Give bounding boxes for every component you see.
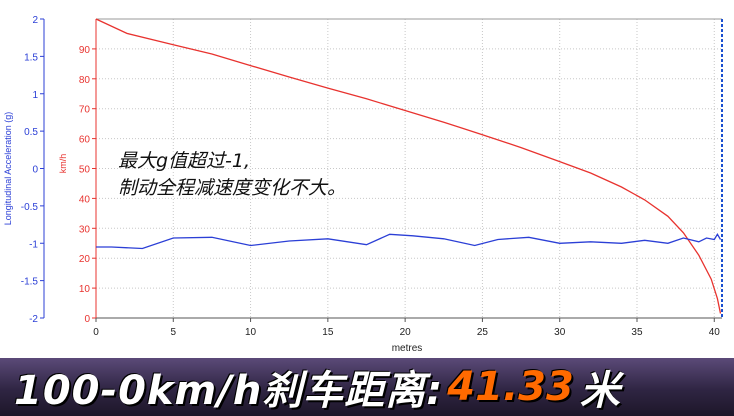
x-tick-label: 40 [709, 327, 721, 338]
accel-tick-label: 1.5 [24, 52, 38, 63]
speed-tick-label: 20 [79, 254, 91, 265]
x-tick-label: 35 [631, 327, 643, 338]
x-tick-label: 10 [245, 327, 257, 338]
annotation-line-1: 最大g值超过-1, [118, 150, 251, 172]
x-axis-title: metres [392, 343, 423, 354]
accel-tick-label: -0.5 [21, 202, 39, 213]
accel-series-line [96, 233, 722, 250]
speed-tick-label: 70 [79, 105, 91, 116]
x-tick-label: 15 [322, 327, 334, 338]
speed-axis-title: km/h [58, 154, 68, 174]
speed-tick-label: 50 [79, 165, 91, 176]
x-tick-label: 0 [93, 327, 99, 338]
banner-distance-value: 41.33 [447, 364, 574, 410]
accel-tick-label: -2 [29, 314, 38, 325]
speed-tick-label: 90 [79, 45, 91, 56]
banner-unit: 米 [579, 368, 620, 414]
x-tick-label: 5 [171, 327, 177, 338]
speed-tick-label: 40 [79, 194, 91, 205]
result-banner: 100-0km/h刹车距离: 41.33 米 [0, 358, 734, 416]
accel-tick-label: 2 [32, 15, 38, 26]
speed-series-line [95, 18, 722, 314]
speed-tick-label: 80 [79, 75, 91, 86]
banner-prefix: 100-0km/h刹车距离: [14, 368, 444, 414]
accel-tick-label: 0.5 [24, 127, 38, 138]
chart-annotation: 最大g值超过-1, 制动全程减速度变化不大。 [118, 148, 346, 202]
accel-tick-label: -1 [29, 239, 38, 250]
x-tick-label: 20 [400, 327, 412, 338]
annotation-line-2: 制动全程减速度变化不大。 [118, 177, 347, 199]
accel-tick-label: 1 [32, 90, 38, 101]
accel-tick-label: 0 [32, 165, 38, 176]
speed-tick-label: 10 [79, 284, 91, 295]
x-tick-label: 25 [477, 327, 489, 338]
speed-tick-label: 0 [84, 314, 90, 325]
x-tick-label: 30 [554, 327, 566, 338]
braking-chart: 2 1.5 1 0.5 0 -0.5 -1 -1.5 -2 Longitudinal Accele… [3, 15, 723, 354]
speed-tick-label: 60 [79, 135, 91, 146]
speed-tick-label: 30 [79, 224, 91, 235]
accel-tick-label: -1.5 [21, 277, 39, 288]
accel-axis-title: Longitudinal Acceleration (g) [3, 112, 13, 226]
